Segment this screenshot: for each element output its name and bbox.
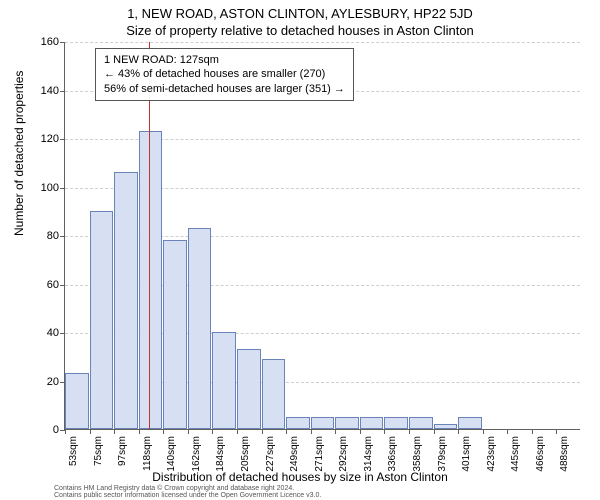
x-tick-label: 97sqm: [117, 436, 128, 466]
histogram-bar: [90, 211, 114, 429]
y-tick-mark: [60, 139, 65, 140]
x-tick-mark: [409, 429, 410, 434]
x-tick-mark: [384, 429, 385, 434]
histogram-bar: [434, 424, 458, 429]
chart-subtitle: Size of property relative to detached ho…: [0, 21, 600, 38]
x-tick-label: 162sqm: [191, 436, 202, 472]
x-axis-label: Distribution of detached houses by size …: [0, 470, 600, 484]
x-tick-label: 379sqm: [437, 436, 448, 472]
x-tick-mark: [212, 429, 213, 434]
x-tick-mark: [114, 429, 115, 434]
y-tick-mark: [60, 333, 65, 334]
plot-inner: 02040608010012014016053sqm75sqm97sqm118s…: [64, 42, 580, 430]
x-tick-label: 140sqm: [166, 436, 177, 472]
histogram-bar: [335, 417, 359, 429]
x-tick-mark: [163, 429, 164, 434]
chart-container: 1, NEW ROAD, ASTON CLINTON, AYLESBURY, H…: [0, 0, 600, 500]
x-tick-mark: [434, 429, 435, 434]
x-tick-label: 445sqm: [510, 436, 521, 472]
footnote-line1: Contains HM Land Registry data © Crown c…: [54, 485, 294, 492]
annotation-line1: 1 NEW ROAD: 127sqm: [104, 53, 345, 67]
x-tick-label: 227sqm: [265, 436, 276, 472]
x-tick-mark: [360, 429, 361, 434]
x-tick-mark: [458, 429, 459, 434]
x-tick-label: 292sqm: [338, 436, 349, 472]
footnote-line2: Contains public sector information licen…: [54, 492, 321, 499]
y-tick-mark: [60, 236, 65, 237]
x-tick-mark: [262, 429, 263, 434]
x-tick-label: 205sqm: [240, 436, 251, 472]
x-tick-label: 184sqm: [215, 436, 226, 472]
histogram-bar: [163, 240, 187, 429]
x-tick-label: 423sqm: [486, 436, 497, 472]
x-tick-mark: [286, 429, 287, 434]
x-tick-mark: [556, 429, 557, 434]
histogram-bar: [458, 417, 482, 429]
annotation-box: 1 NEW ROAD: 127sqm← 43% of detached hous…: [95, 48, 354, 101]
y-tick-mark: [60, 285, 65, 286]
footnote: Contains HM Land Registry data © Crown c…: [54, 485, 574, 499]
x-tick-mark: [311, 429, 312, 434]
x-tick-mark: [139, 429, 140, 434]
annotation-line3: 56% of semi-detached houses are larger (…: [104, 82, 345, 96]
x-tick-label: 75sqm: [93, 436, 104, 466]
histogram-bar: [212, 332, 236, 429]
x-tick-label: 249sqm: [289, 436, 300, 472]
histogram-bar: [384, 417, 408, 429]
y-tick-mark: [60, 42, 65, 43]
y-axis-label: Number of detached properties: [12, 71, 26, 236]
y-tick-mark: [60, 91, 65, 92]
plot-area: 02040608010012014016053sqm75sqm97sqm118s…: [64, 42, 580, 430]
histogram-bar: [237, 349, 261, 429]
histogram-bar: [139, 131, 163, 429]
histogram-bar: [262, 359, 286, 429]
x-tick-mark: [335, 429, 336, 434]
y-tick-mark: [60, 188, 65, 189]
x-tick-label: 271sqm: [314, 436, 325, 472]
histogram-bar: [409, 417, 433, 429]
x-tick-mark: [507, 429, 508, 434]
x-tick-mark: [188, 429, 189, 434]
x-tick-label: 488sqm: [559, 436, 570, 472]
histogram-bar: [286, 417, 310, 429]
x-tick-label: 336sqm: [387, 436, 398, 472]
x-tick-label: 401sqm: [461, 436, 472, 472]
histogram-bar: [114, 172, 138, 429]
gridline: [65, 42, 580, 43]
x-tick-label: 466sqm: [535, 436, 546, 472]
x-tick-label: 53sqm: [68, 436, 79, 466]
histogram-bar: [360, 417, 384, 429]
x-tick-label: 118sqm: [142, 436, 153, 471]
x-tick-mark: [237, 429, 238, 434]
page-address-title: 1, NEW ROAD, ASTON CLINTON, AYLESBURY, H…: [0, 0, 600, 21]
x-tick-mark: [90, 429, 91, 434]
x-tick-mark: [483, 429, 484, 434]
x-tick-label: 358sqm: [412, 436, 423, 472]
x-tick-mark: [532, 429, 533, 434]
histogram-bar: [188, 228, 212, 429]
histogram-bar: [65, 373, 89, 429]
x-tick-mark: [65, 429, 66, 434]
histogram-bar: [311, 417, 335, 429]
x-tick-label: 314sqm: [363, 436, 374, 472]
annotation-line2: ← 43% of detached houses are smaller (27…: [104, 67, 345, 81]
